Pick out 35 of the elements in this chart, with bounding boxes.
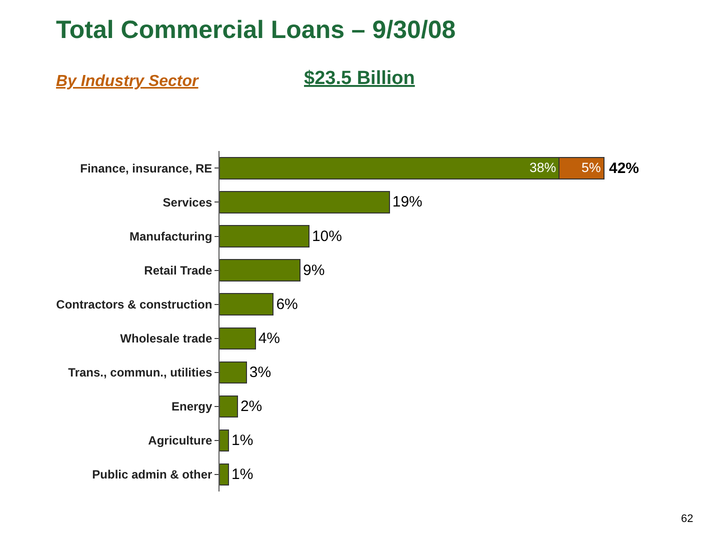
y-tick-label: Trans., commun., utilities [68,366,213,380]
y-tick-label: Finance, insurance, RE [80,161,212,176]
text: 62 [681,513,694,525]
y-tick-label: Manufacturing [130,229,212,244]
y-tick-label: Agriculture [148,434,213,448]
data-label: 10% [312,228,342,245]
bar [220,225,310,248]
y-tick-label: Energy [172,400,213,414]
data-label: 9% [303,262,325,279]
bar [220,259,301,282]
total-label: 42% [609,160,640,177]
data-label: 19% [392,194,422,211]
bar [220,395,238,418]
data-label: 5% [582,160,601,176]
y-tick-label: Retail Trade [144,263,213,278]
chart-title: Total Commercial Loans – 9/30/08 [56,16,456,44]
y-tick-label: Public admin & other [92,468,213,482]
text: $23.5 Billion [304,68,415,89]
y-tick-label: Wholesale trade [120,332,213,346]
data-label: 6% [276,296,298,313]
bar [220,327,256,350]
chart-subtitle: By Industry Sector [56,73,200,90]
bar [220,429,230,452]
data-label: 1% [232,432,254,449]
bar [220,463,230,486]
data-label: 3% [249,364,272,381]
bar [220,293,274,316]
data-label: 1% [232,466,254,483]
data-label: 4% [258,330,280,347]
bar [220,191,390,214]
y-tick-label: Contractors & construction [56,297,212,312]
data-label: 38% [529,160,556,176]
data-label: 2% [240,398,262,415]
y-tick-label: Services [162,195,213,210]
bar [220,361,247,384]
